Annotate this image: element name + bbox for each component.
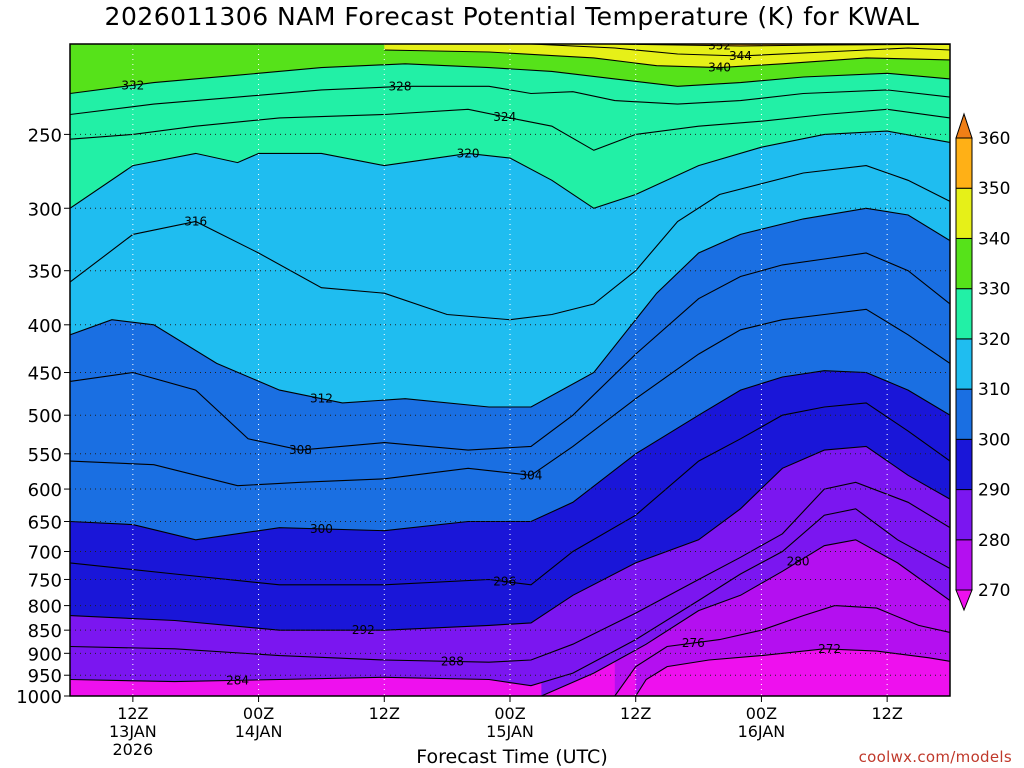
colorbar-extend-low	[955, 589, 973, 612]
colorbar-label-300: 300	[978, 430, 1010, 450]
theta-band-344	[531, 44, 950, 56]
isentrope-328	[70, 85, 950, 116]
isentrope-label-272: 272	[818, 642, 841, 656]
x-tick-label-30: 12Z	[369, 704, 400, 723]
colorbar-label-350: 350	[978, 179, 1010, 199]
isentrope-label-304: 304	[519, 468, 542, 482]
isentrope-label-308: 308	[289, 443, 312, 457]
colorbar-bin-340	[955, 187, 973, 239]
colorbar-bin-290	[955, 438, 973, 491]
colorbar-label-330: 330	[978, 280, 1010, 300]
x-tick-year-6: 2026	[112, 740, 153, 759]
isentrope-label-324: 324	[493, 110, 516, 124]
isentrope-label-292: 292	[352, 623, 375, 637]
colorbar-label-360: 360	[978, 129, 1010, 149]
isentrope-label-300: 300	[310, 522, 333, 536]
isentrope-324	[70, 108, 950, 151]
x-tick-label-78: 12Z	[871, 704, 902, 723]
colorbar-bin-280	[955, 489, 973, 541]
isentrope-label-284: 284	[226, 673, 249, 687]
colorbar-label-270: 270	[978, 581, 1010, 601]
isentrope-292	[70, 445, 950, 631]
colorbar-bin-300	[955, 388, 973, 440]
y-tick-label-300: 300	[28, 199, 62, 220]
isentrope-300	[70, 370, 950, 541]
isentrope-320	[70, 130, 950, 209]
y-tick-label-400: 400	[28, 316, 62, 337]
y-tick-label-850: 850	[28, 621, 62, 642]
isentrope-304	[70, 308, 950, 487]
y-tick-label-800: 800	[28, 597, 62, 618]
colorbar-label-320: 320	[978, 330, 1010, 350]
x-tick-label-6: 12Z	[117, 704, 148, 723]
x-tick-date-42: 15JAN	[486, 722, 534, 741]
x-axis-title: Forecast Time (UTC)	[416, 746, 608, 768]
colorbar-bin-270	[955, 539, 973, 591]
isentrope-288	[70, 481, 950, 663]
isentrope-312	[70, 207, 950, 408]
colorbar-bin-330	[955, 237, 973, 290]
credit-text: coolwx.com/models	[858, 748, 1012, 766]
y-tick-label-550: 550	[28, 445, 62, 466]
y-tick-label-950: 950	[28, 666, 62, 687]
y-tick-label-250: 250	[28, 125, 62, 146]
isentrope-label-332: 332	[121, 78, 144, 92]
isentrope-label-340: 340	[708, 61, 731, 75]
x-tick-label-66: 00Z	[746, 704, 777, 723]
colorbar-label-310: 310	[978, 380, 1010, 400]
y-tick-label-500: 500	[28, 406, 62, 427]
isentrope-label-280: 280	[787, 555, 810, 569]
y-tick-label-900: 900	[28, 644, 62, 665]
colorbar-label-290: 290	[978, 481, 1010, 501]
y-tick-label-650: 650	[28, 512, 62, 533]
x-tick-date-66: 16JAN	[738, 722, 786, 741]
colorbar-bin-350	[955, 137, 973, 189]
x-tick-label-42: 00Z	[494, 704, 525, 723]
colorbar-label-280: 280	[978, 531, 1010, 551]
colorbar-label-340: 340	[978, 229, 1010, 249]
x-tick-date-6: 13JAN	[109, 722, 157, 741]
isentrope-label-276: 276	[682, 636, 705, 650]
colorbar-bin-320	[955, 288, 973, 340]
isentrope-296	[70, 402, 950, 586]
y-tick-label-600: 600	[28, 480, 62, 501]
isentrope-label-312: 312	[310, 392, 333, 406]
y-tick-label-1000: 1000	[16, 687, 62, 708]
y-tick-label-350: 350	[28, 262, 62, 283]
isentrope-276	[614, 605, 950, 696]
isentrope-316	[70, 165, 950, 321]
isentrope-label-288: 288	[441, 654, 464, 668]
isentrope-label-296: 296	[493, 574, 516, 588]
isentrope-344	[530, 44, 950, 57]
y-tick-label-750: 750	[28, 570, 62, 591]
y-tick-label-700: 700	[28, 543, 62, 564]
y-tick-label-450: 450	[28, 364, 62, 385]
chart-title: 2026011306 NAM Forecast Potential Temper…	[104, 2, 920, 31]
isentrope-332	[70, 63, 950, 95]
x-tick-label-54: 12Z	[620, 704, 651, 723]
isentrope-272	[635, 648, 950, 696]
isentrope-308	[70, 252, 950, 451]
colorbar-bin-310	[955, 338, 973, 390]
isentrope-280	[541, 539, 950, 696]
colorbar-extend-high	[955, 112, 973, 139]
isentrope-label-344: 344	[729, 49, 752, 63]
isentrope-label-328: 328	[389, 80, 412, 94]
x-tick-date-18: 14JAN	[235, 722, 283, 741]
isentrope-label-352: 352	[708, 39, 731, 53]
isentrope-label-320: 320	[457, 146, 480, 160]
isentrope-label-316: 316	[184, 215, 207, 229]
isentrope-340	[384, 49, 950, 69]
x-tick-label-18: 00Z	[243, 704, 274, 723]
